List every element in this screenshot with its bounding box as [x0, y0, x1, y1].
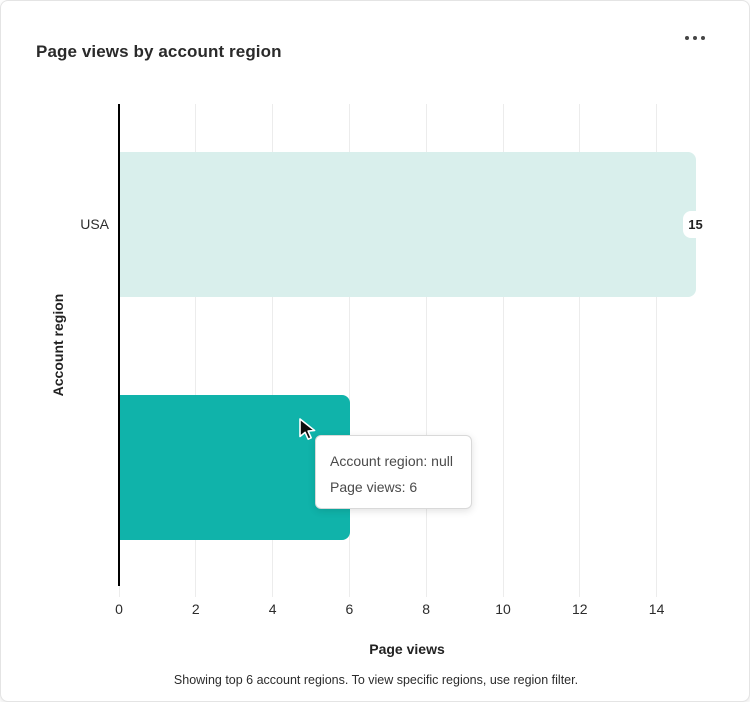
x-tick-label-10: 10: [495, 601, 511, 617]
gridline-x-10: [502, 104, 504, 597]
footer-note: Showing top 6 account regions. To view s…: [173, 673, 579, 687]
x-tick-label-0: 0: [115, 601, 123, 617]
gridline-x-6: [348, 104, 350, 597]
gridline-x-2: [195, 104, 197, 597]
tooltip-region-line: Account region: null: [330, 453, 453, 469]
y-axis-title: Account region: [50, 293, 66, 397]
ellipsis-icon: [701, 36, 705, 40]
bar-USA[interactable]: [120, 152, 696, 297]
gridline-x-4: [272, 104, 274, 597]
gridline-x-8: [425, 104, 427, 597]
bar-value-label-USA: 15: [683, 211, 708, 238]
gridline-x-14: [656, 104, 658, 597]
x-axis-title: Page views: [369, 641, 445, 657]
y-category-label-USA: USA: [80, 215, 109, 232]
tooltip-pageviews-line: Page views: 6: [330, 479, 418, 495]
x-tick-label-6: 6: [345, 601, 354, 617]
x-tick-label-2: 2: [191, 601, 200, 617]
bar-null[interactable]: [120, 395, 351, 540]
y-axis-line: [117, 104, 120, 586]
x-tick-label-12: 12: [572, 601, 588, 617]
x-tick-label-8: 8: [422, 601, 431, 617]
ellipsis-icon: [693, 36, 697, 40]
x-tick-label-14: 14: [648, 601, 665, 617]
tooltip: Account region: null Page views: 6: [315, 435, 472, 509]
more-options-button[interactable]: [679, 27, 711, 49]
gridline-x-12: [579, 104, 581, 597]
x-tick-label-4: 4: [268, 601, 277, 617]
chart-title: Page views by account region: [36, 42, 282, 62]
mouse-cursor-icon: [299, 418, 316, 440]
ellipsis-icon: [685, 36, 689, 40]
